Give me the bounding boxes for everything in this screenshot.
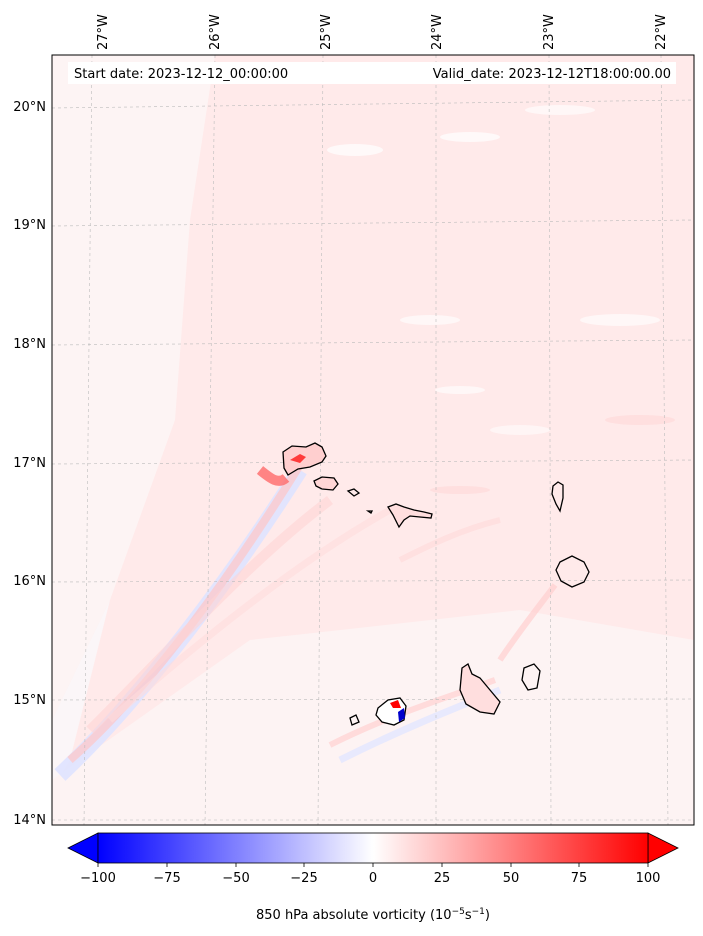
lat-tick: 14°N — [13, 813, 46, 828]
fogo-negative-core — [398, 708, 405, 722]
lon-tick: 24°W — [430, 14, 445, 50]
lat-tick: 20°N — [13, 100, 46, 115]
colorbar: −100 −75 −50 −25 0 25 50 75 100 850 hPa … — [67, 832, 679, 923]
lat-tick: 18°N — [13, 337, 46, 352]
colorbar-tick-label: −50 — [222, 871, 249, 886]
lat-tick: 19°N — [13, 218, 46, 233]
island-maio — [521, 663, 541, 691]
lon-tick: 25°W — [319, 14, 334, 50]
island-santa-luzia — [346, 488, 361, 497]
island-boa-vista — [555, 555, 590, 588]
gridlines — [52, 55, 694, 825]
colorbar-gradient — [97, 832, 649, 864]
lat-tick: 16°N — [13, 574, 46, 589]
fogo-positive-core — [390, 700, 401, 708]
lat-tick: 15°N — [13, 693, 46, 708]
longitude-ticks: 27°W 26°W 25°W 24°W 23°W 22°W — [96, 14, 669, 50]
island-sao-nicolau — [387, 503, 433, 529]
colorbar-tick-label: 25 — [434, 871, 451, 886]
date-label-box — [68, 62, 676, 84]
colorbar-title: 850 hPa absolute vorticity (10−5s−1) — [256, 907, 490, 923]
valid-date-label: Valid_date: 2023-12-12T18:00:00.00 — [433, 67, 671, 82]
lon-tick: 27°W — [96, 14, 111, 50]
island-outlines — [282, 442, 590, 726]
colorbar-tick-label: −100 — [80, 871, 116, 886]
map-frame — [51, 54, 695, 826]
colorbar-max-extend — [647, 832, 679, 864]
start-date-label: Start date: 2023-12-12_00:00:00 — [74, 67, 288, 82]
colorbar-tick-marks — [97, 863, 649, 867]
santo-antao-core — [290, 454, 306, 463]
colorbar-tick-label: 0 — [369, 871, 377, 886]
colorbar-tick-label: −25 — [290, 871, 317, 886]
island-brava — [349, 714, 360, 726]
lon-tick: 22°W — [654, 14, 669, 50]
island-sal — [551, 481, 564, 513]
island-branco — [365, 510, 374, 514]
island-santo-antao — [282, 442, 327, 476]
island-santiago — [459, 663, 501, 715]
latitude-ticks: 20°N 19°N 18°N 17°N 16°N 15°N 14°N — [13, 100, 46, 828]
lat-tick: 17°N — [13, 456, 46, 471]
colorbar-tick-label: 50 — [503, 871, 520, 886]
lon-tick: 26°W — [208, 14, 223, 50]
lon-tick: 23°W — [542, 14, 557, 50]
vorticity-field — [52, 55, 694, 825]
colorbar-tick-label: 100 — [636, 871, 661, 886]
island-sao-vicente — [313, 476, 339, 491]
colorbar-tick-label: 75 — [571, 871, 588, 886]
colorbar-tick-label: −75 — [153, 871, 180, 886]
colorbar-min-extend — [67, 832, 99, 864]
